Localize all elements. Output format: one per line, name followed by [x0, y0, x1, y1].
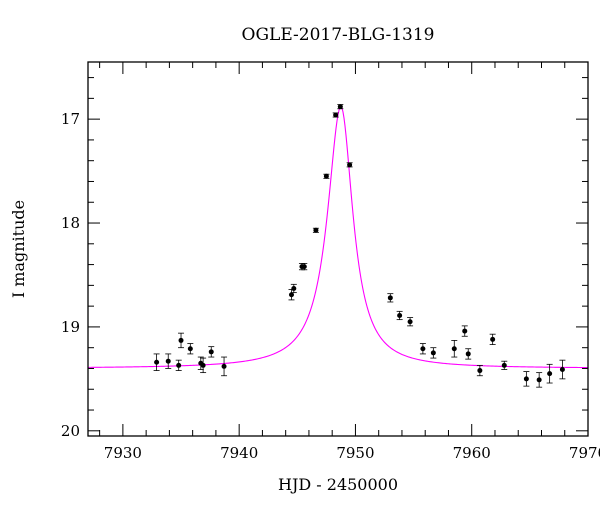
data-point	[323, 173, 329, 179]
data-point	[291, 285, 297, 291]
y-tick-label: 17	[61, 110, 80, 128]
x-tick-label: 7950	[336, 444, 374, 462]
model-curve	[87, 105, 589, 369]
data-point	[176, 362, 182, 368]
plot-area: 7930 7940 7950 7960 7970 17 18 19 20	[61, 61, 600, 462]
data-point	[313, 227, 319, 233]
chart-title: OGLE-2017-BLG-1319	[242, 25, 435, 45]
y-tick-label: 19	[61, 318, 80, 336]
data-point	[288, 292, 294, 298]
x-axis-label: HJD - 2450000	[278, 475, 398, 494]
data-point	[536, 377, 542, 383]
data-point	[200, 362, 206, 368]
y-tick-label: 20	[61, 422, 80, 440]
data-point	[387, 295, 393, 301]
data-point	[221, 363, 227, 369]
data-point	[407, 319, 413, 325]
data-point	[559, 367, 565, 373]
data-point	[490, 336, 496, 342]
data-point	[208, 349, 214, 355]
data-point	[501, 362, 507, 368]
data-point	[165, 358, 171, 364]
data-point	[462, 328, 468, 334]
data-point	[347, 162, 353, 168]
x-tick-label: 7930	[104, 444, 142, 462]
data-point	[154, 359, 160, 365]
data-point	[301, 264, 307, 270]
data-point	[420, 346, 426, 352]
data-point	[547, 371, 553, 377]
data-point	[178, 337, 184, 343]
y-axis-label: I magnitude	[9, 200, 28, 298]
data-point	[465, 351, 471, 357]
data-point	[523, 376, 529, 382]
data-point	[477, 368, 483, 374]
data-point	[337, 104, 343, 110]
x-tick-label: 7960	[453, 444, 491, 462]
data-point	[333, 112, 339, 118]
y-tick-label: 18	[61, 214, 80, 232]
data-point	[397, 312, 403, 318]
data-point	[451, 346, 457, 352]
x-tick-label: 7940	[220, 444, 258, 462]
plot-frame	[87, 61, 589, 437]
data-point	[430, 350, 436, 356]
x-tick-label: 7970	[569, 444, 600, 462]
data-point	[187, 346, 193, 352]
